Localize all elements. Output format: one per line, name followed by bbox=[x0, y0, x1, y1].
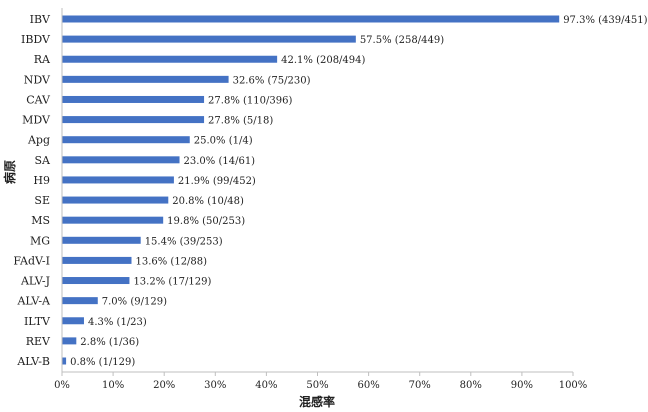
data-label: 32.6% (75/230) bbox=[233, 75, 311, 86]
category-label: CAV bbox=[26, 93, 51, 106]
bar-cav bbox=[62, 95, 205, 103]
data-label: 13.6% (12/88) bbox=[135, 256, 207, 267]
category-label: IBV bbox=[30, 13, 51, 26]
category-label: ALV-J bbox=[20, 275, 50, 288]
y-axis-title: 病原 bbox=[2, 160, 17, 184]
data-label: 7.0% (9/129) bbox=[102, 297, 167, 308]
category-label: FAdV-I bbox=[13, 254, 50, 267]
bar-iltv bbox=[62, 317, 84, 325]
category-label: Apg bbox=[27, 134, 50, 147]
data-label: 42.1% (208/494) bbox=[281, 55, 365, 66]
bar-ndv bbox=[62, 75, 229, 83]
bar-se bbox=[62, 196, 169, 204]
category-label: ALV-B bbox=[16, 355, 50, 368]
data-label: 23.0% (14/61) bbox=[184, 156, 256, 167]
category-label: ILTV bbox=[24, 315, 51, 328]
bar-mg bbox=[62, 236, 141, 244]
category-label: REV bbox=[26, 335, 51, 348]
data-label: 27.8% (5/18) bbox=[208, 116, 273, 127]
category-label: SA bbox=[35, 154, 52, 167]
data-label: 25.0% (1/4) bbox=[194, 136, 253, 147]
x-tick-label: 50% bbox=[306, 380, 328, 391]
category-label: SE bbox=[34, 194, 50, 207]
category-label: RA bbox=[34, 53, 51, 66]
bar-alv-a bbox=[62, 297, 98, 305]
data-label: 97.3% (439/451) bbox=[563, 15, 647, 26]
category-label: H9 bbox=[33, 174, 50, 187]
x-tick-label: 80% bbox=[460, 380, 482, 391]
x-tick-label: 10% bbox=[102, 380, 124, 391]
x-tick-label: 30% bbox=[204, 380, 226, 391]
data-label: 2.8% (1/36) bbox=[80, 337, 139, 348]
x-tick-label: 70% bbox=[409, 380, 431, 391]
category-label: ALV-A bbox=[16, 295, 51, 308]
data-label: 57.5% (258/449) bbox=[360, 35, 444, 46]
x-tick-label: 60% bbox=[357, 380, 379, 391]
x-tick-label: 0% bbox=[54, 380, 70, 391]
x-tick-label: 100% bbox=[559, 380, 588, 391]
x-tick-label: 20% bbox=[153, 380, 175, 391]
bars-layer bbox=[62, 15, 560, 365]
x-tick-label: 90% bbox=[511, 380, 533, 391]
bar-ibdv bbox=[62, 35, 356, 43]
data-label: 4.3% (1/23) bbox=[88, 317, 147, 328]
data-label: 0.8% (1/129) bbox=[70, 357, 135, 368]
data-label: 27.8% (110/396) bbox=[208, 95, 292, 106]
bar-alv-b bbox=[62, 357, 67, 365]
bar-ra bbox=[62, 55, 278, 63]
category-label: MG bbox=[30, 234, 50, 247]
bar-sa bbox=[62, 156, 180, 164]
axis-layer: 0% 10% 20% 30% 40% 50% 60% 70% 80% 90% 100% bbox=[54, 8, 587, 391]
labels-layer: IBV 97.3% (439/451) IBDV 57.5% (258/449) RA 4… bbox=[13, 13, 647, 368]
category-label: MDV bbox=[22, 114, 51, 127]
bar-mdv bbox=[62, 116, 205, 124]
category-label: IBDV bbox=[21, 33, 51, 46]
bar-ms bbox=[62, 216, 164, 224]
x-tick-label: 40% bbox=[255, 380, 277, 391]
bar-apg bbox=[62, 136, 190, 144]
bar-h9 bbox=[62, 176, 174, 184]
data-label: 15.4% (39/253) bbox=[145, 236, 223, 247]
bar-ibv bbox=[62, 15, 560, 23]
x-axis-title: 混感率 bbox=[299, 394, 335, 409]
data-label: 13.2% (17/129) bbox=[133, 277, 211, 288]
bar-alv-j bbox=[62, 277, 130, 285]
category-label: NDV bbox=[24, 73, 51, 86]
data-label: 19.8% (50/253) bbox=[167, 216, 245, 227]
data-label: 21.9% (99/452) bbox=[178, 176, 256, 187]
bar-fadv-i bbox=[62, 256, 132, 264]
category-label: MS bbox=[31, 214, 50, 227]
bar-rev bbox=[62, 337, 77, 345]
data-label: 20.8% (10/48) bbox=[172, 196, 244, 207]
